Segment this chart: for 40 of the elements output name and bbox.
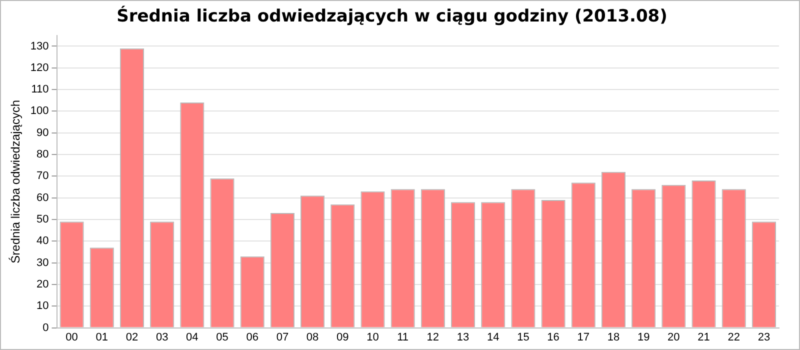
x-tick-label: 09 [336,331,349,344]
y-tick-label: 110 [31,84,49,96]
chart-title: Średnia liczba odwiedzających w ciągu godziny (2013.08) [116,6,668,27]
y-tick-label: 70 [36,170,49,182]
x-tick-label: 00 [66,331,78,344]
x-tick-label: 07 [276,331,289,344]
x-tick-label: 06 [246,331,258,344]
x-tick-label: 01 [96,331,108,344]
x-tick-label: 22 [728,331,740,344]
y-tick-label: 50 [36,214,49,226]
y-tick-label: 20 [36,278,49,291]
x-tick-label: 17 [577,331,590,344]
y-tick-label: 90 [36,126,49,139]
x-tick-label: 02 [126,331,138,344]
y-axis-title: Średnia liczba odwiedzających [8,100,23,264]
x-tick-label: 08 [306,331,319,344]
x-tick-label: 05 [216,331,228,344]
x-tick-label: 13 [456,331,470,344]
y-tick-label: 130 [30,40,49,52]
y-tick-label: 40 [36,235,49,248]
x-tick-label: 21 [698,331,710,344]
x-tick-label: 03 [156,331,168,344]
y-tick-label: 10 [36,300,49,312]
x-tick-label: 11 [397,331,409,344]
x-tick-label: 04 [186,331,198,344]
x-tick-label: 15 [517,331,530,344]
y-tick-label: 0 [42,322,49,334]
x-tick-label: 14 [486,331,500,344]
y-tick-label: 80 [36,148,49,161]
x-tick-label: 19 [637,331,650,344]
x-tick-label: 12 [426,331,440,344]
y-tick-label: 100 [30,105,49,118]
y-tick-label: 120 [30,62,49,74]
x-tick-label: 10 [366,331,379,344]
x-tick-label: 16 [547,331,560,344]
y-tick-label: 30 [36,256,49,269]
y-tick-label: 60 [36,192,49,204]
x-tick-label: 20 [668,331,680,344]
x-tick-label: 18 [607,331,620,344]
x-tick-label: 23 [758,331,770,344]
